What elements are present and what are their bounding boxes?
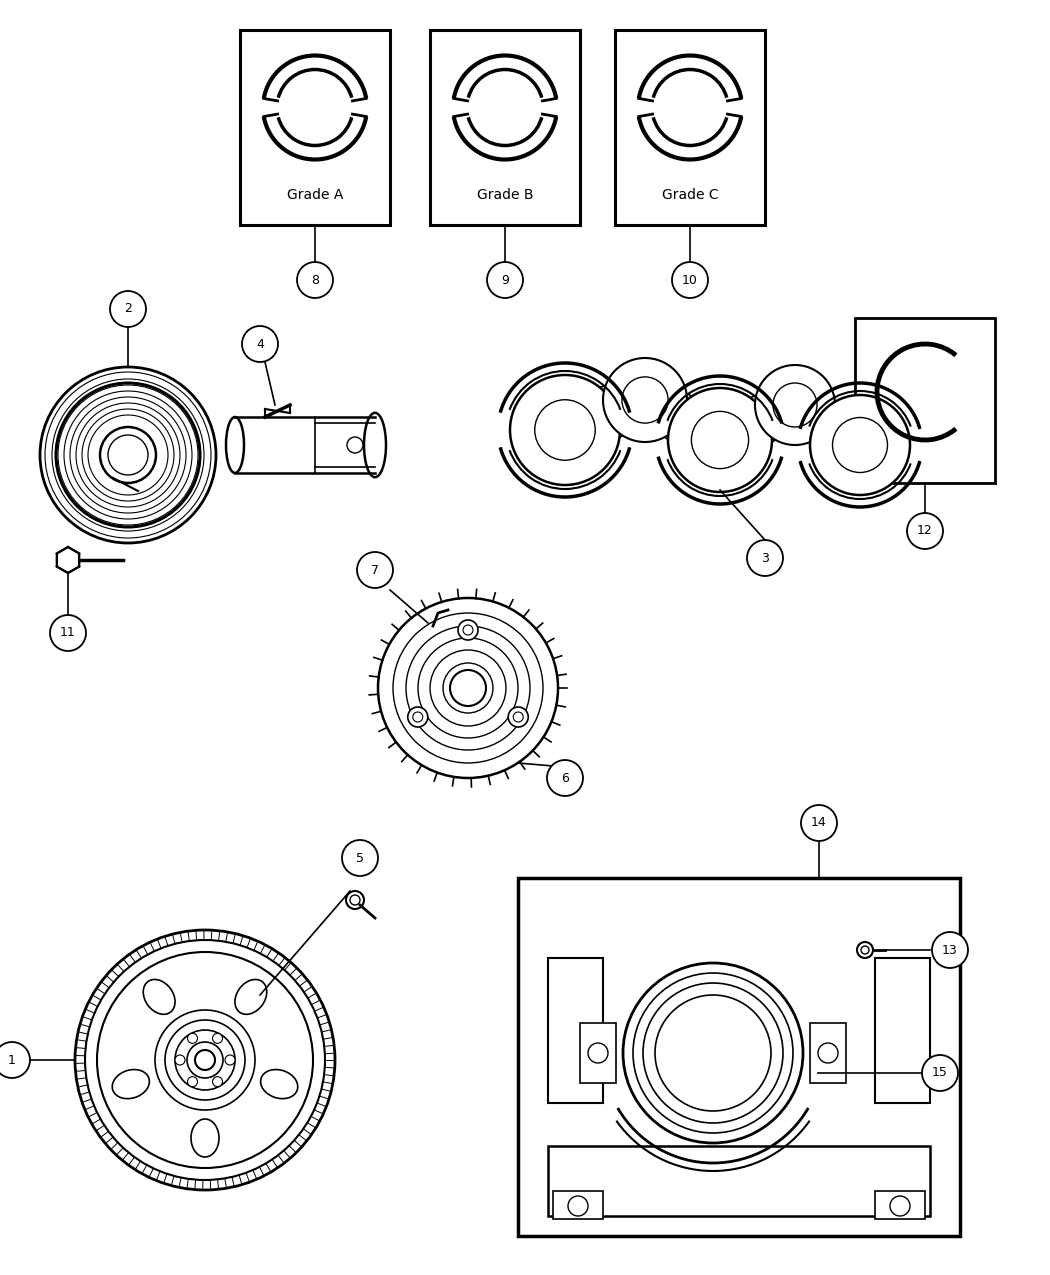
Circle shape: [195, 1051, 215, 1070]
Circle shape: [97, 952, 313, 1168]
Text: 6: 6: [561, 771, 569, 784]
Polygon shape: [57, 547, 79, 572]
Circle shape: [922, 1054, 958, 1091]
Ellipse shape: [226, 417, 244, 473]
Circle shape: [119, 1072, 143, 1096]
Circle shape: [407, 708, 427, 727]
Circle shape: [267, 1072, 291, 1096]
Circle shape: [212, 1033, 223, 1043]
Text: 8: 8: [311, 274, 319, 287]
Ellipse shape: [143, 979, 175, 1015]
Ellipse shape: [191, 1119, 219, 1156]
Circle shape: [510, 375, 620, 484]
Polygon shape: [795, 381, 860, 476]
Bar: [548, 958, 603, 1103]
Text: 7: 7: [371, 564, 379, 576]
Text: 13: 13: [942, 944, 958, 956]
Circle shape: [193, 1126, 217, 1150]
Ellipse shape: [260, 1070, 298, 1099]
Text: 1: 1: [8, 1053, 16, 1066]
Polygon shape: [565, 375, 645, 463]
Bar: [580, 1023, 616, 1082]
Bar: [548, 1146, 930, 1216]
Bar: [430, 31, 580, 224]
Circle shape: [0, 1042, 30, 1077]
Polygon shape: [645, 375, 720, 472]
Bar: [875, 1191, 925, 1219]
Ellipse shape: [235, 979, 267, 1015]
Bar: [615, 31, 765, 224]
Circle shape: [357, 552, 393, 588]
Text: 14: 14: [811, 816, 827, 830]
Circle shape: [346, 891, 364, 909]
Circle shape: [547, 760, 583, 796]
Circle shape: [175, 1054, 185, 1065]
Circle shape: [188, 1076, 197, 1086]
Circle shape: [188, 1033, 197, 1043]
Circle shape: [487, 261, 523, 298]
Polygon shape: [720, 381, 795, 472]
Text: 15: 15: [932, 1066, 948, 1080]
Circle shape: [857, 942, 873, 958]
Circle shape: [747, 541, 783, 576]
Bar: [553, 1191, 603, 1219]
Circle shape: [668, 388, 772, 492]
Circle shape: [755, 365, 835, 445]
Text: 5: 5: [356, 852, 364, 864]
Circle shape: [238, 984, 262, 1009]
Text: 9: 9: [501, 274, 509, 287]
Text: Grade A: Grade A: [287, 187, 343, 201]
Circle shape: [907, 513, 943, 550]
Circle shape: [342, 840, 378, 876]
Circle shape: [212, 1076, 223, 1086]
Circle shape: [297, 261, 333, 298]
Circle shape: [40, 367, 216, 543]
Circle shape: [932, 932, 968, 968]
Circle shape: [458, 620, 478, 640]
Circle shape: [623, 963, 803, 1142]
Circle shape: [810, 395, 910, 495]
Circle shape: [147, 984, 171, 1009]
Circle shape: [508, 708, 528, 727]
Text: Grade C: Grade C: [662, 187, 718, 201]
Text: 11: 11: [60, 626, 76, 640]
Circle shape: [801, 805, 837, 842]
Bar: [810, 1023, 846, 1082]
Bar: [855, 317, 995, 483]
Text: 2: 2: [124, 302, 132, 315]
Text: 12: 12: [917, 524, 932, 538]
Circle shape: [378, 598, 558, 778]
Text: 3: 3: [761, 552, 769, 565]
Bar: [240, 31, 390, 224]
Circle shape: [225, 1054, 235, 1065]
Text: 10: 10: [682, 274, 698, 287]
Circle shape: [61, 553, 75, 567]
Text: Grade B: Grade B: [477, 187, 533, 201]
Circle shape: [672, 261, 708, 298]
Circle shape: [75, 929, 335, 1190]
Ellipse shape: [364, 413, 386, 477]
Bar: [875, 958, 930, 1103]
Ellipse shape: [112, 1070, 149, 1099]
Circle shape: [110, 291, 146, 326]
Text: 4: 4: [256, 338, 264, 351]
Bar: [518, 878, 960, 1235]
Circle shape: [50, 615, 86, 652]
Circle shape: [603, 358, 687, 442]
Circle shape: [242, 326, 278, 362]
